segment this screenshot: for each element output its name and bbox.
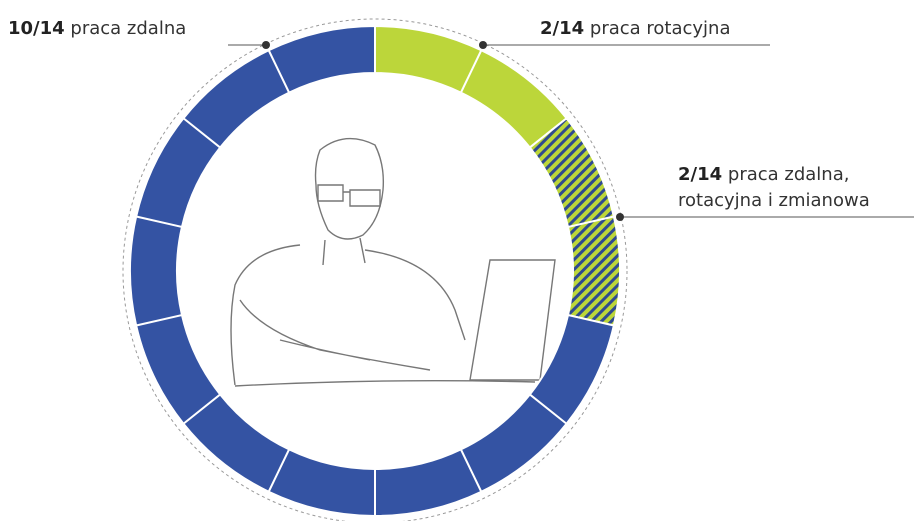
outer-ring	[123, 19, 627, 521]
page: 2/14 praca rotacyjna 2/14 praca zdalna, …	[0, 0, 914, 521]
label: 2/14 praca zdalna, rotacyjna i zmianowa	[678, 162, 914, 214]
value-label: 2/14	[540, 18, 584, 39]
leader-dot	[262, 41, 270, 49]
label: 10/14 praca zdalna	[8, 16, 186, 42]
chart	[0, 0, 914, 521]
illustration	[231, 139, 555, 386]
value-label: 10/14	[8, 18, 65, 39]
series-name: praca rotacyjna	[590, 18, 731, 39]
leader-dot	[479, 41, 487, 49]
series-name: praca zdalna	[70, 18, 186, 39]
leader-dot	[616, 213, 624, 221]
donut-segment	[375, 26, 567, 148]
value-label: 2/14	[678, 164, 722, 185]
label: 2/14 praca rotacyjna	[540, 16, 731, 42]
donut-segment	[530, 118, 620, 325]
